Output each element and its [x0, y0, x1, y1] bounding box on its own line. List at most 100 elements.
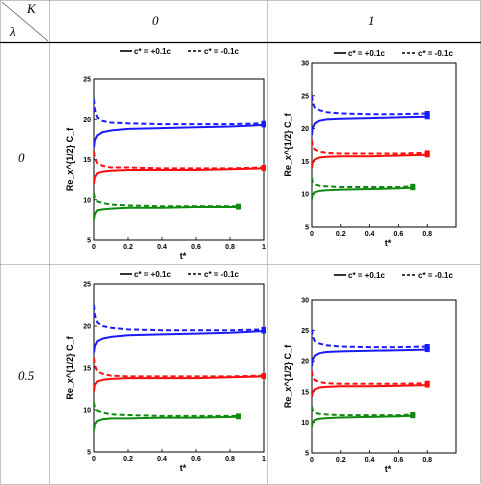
x-tick-label: 0.8: [225, 456, 235, 463]
x-tick-label: 0.6: [394, 457, 404, 464]
y-tick-label: 15: [83, 366, 91, 373]
series-end-marker-blue: [261, 120, 266, 126]
series-blue-solid: [312, 115, 428, 136]
y-tick-label: 10: [83, 408, 91, 415]
corner-label-k: K: [27, 1, 36, 16]
series-red-solid: [312, 384, 428, 397]
x-tick-label: 0.2: [123, 244, 133, 251]
x-tick-label: 0.2: [123, 456, 133, 463]
x-tick-label: 1: [262, 456, 266, 463]
y-tick-label: 15: [301, 389, 309, 396]
series-end-marker-blue: [424, 347, 430, 353]
y-axis-label: Re_x^{1/2} C_f: [65, 335, 75, 399]
y-tick-label: 5: [305, 225, 309, 232]
series-blue-dashed: [312, 329, 428, 349]
legend-dashed-label: c* = -0.1c: [418, 271, 453, 280]
series-green-dashed: [94, 193, 239, 208]
x-tick-label: 0.2: [336, 457, 346, 464]
x-axis-label: t*: [385, 238, 392, 248]
chart-k0-l0: 5 10 15 20 25 0 0.2 0.4 0.6 0.8 1 t* Re_x^{1/2} C_f c…: [65, 47, 266, 261]
series-red-solid: [94, 375, 264, 392]
axes-frame: [93, 78, 265, 241]
series-end-marker-green: [236, 413, 241, 419]
axes-frame: [311, 62, 457, 228]
x-tick-label: 0.6: [191, 456, 201, 463]
chart-k0-l05: 5 10 15 20 25 0 0.2 0.4 0.6 0.8 1 t* Re_x^{1/2} C_f c…: [65, 270, 266, 473]
col-header-k1: 1: [368, 13, 375, 28]
chart-k1-l0: 5 10 15 20 25 30 0 0.2 0.4 0.6 0.8 t* Re_x^{1/2} C_f…: [283, 49, 457, 248]
x-tick-label: 0.8: [225, 244, 235, 251]
y-tick-label: 15: [301, 159, 309, 166]
x-tick-label: 0.4: [365, 457, 375, 464]
x-tick-label: 0.6: [191, 244, 201, 251]
chart-k1-l05: 5 10 15 20 25 30 0 0.2 0.4 0.6 0.8 t* Re_x^{1/2} C_f…: [283, 271, 457, 474]
x-tick-label: 0.4: [157, 244, 167, 251]
chart-panel-k1-l0: 5 10 15 20 25 30 0 0.2 0.4 0.6 0.8 t* Re_x^{1/2} C_f…: [268, 43, 480, 263]
series-end-marker-blue: [424, 344, 430, 350]
y-tick-label: 15: [83, 157, 91, 164]
series-green-solid: [312, 186, 413, 200]
x-tick-label: 0: [310, 457, 314, 464]
series-end-marker-red: [261, 165, 266, 171]
series-end-marker-blue: [424, 111, 430, 117]
series-end-marker-blue: [424, 114, 430, 120]
chart-panel-k0-l0: 5 10 15 20 25 0 0.2 0.4 0.6 0.8 1 t* Re_x^{1/2} C_f c…: [50, 43, 266, 263]
x-tick-label: 0.2: [336, 231, 346, 238]
legend-solid-label: c* = +0.1c: [134, 270, 171, 279]
x-tick-label: 0: [310, 231, 314, 238]
y-tick-label: 20: [83, 117, 91, 124]
y-tick-label: 10: [83, 197, 91, 204]
x-axis-label: t*: [385, 464, 392, 474]
x-tick-label: 0.6: [394, 231, 404, 238]
series-green-solid: [94, 415, 239, 431]
series-end-marker-blue: [261, 326, 266, 332]
series-end-marker-green: [410, 183, 416, 189]
series-blue-dashed: [94, 304, 264, 332]
y-tick-label: 5: [87, 238, 91, 245]
series-end-marker-red: [424, 150, 430, 156]
y-tick-label: 10: [301, 192, 309, 199]
x-tick-label: 0.4: [365, 231, 375, 238]
series-end-marker-green: [410, 411, 416, 417]
row-header-lambda05: 0.5: [18, 368, 35, 383]
x-tick-label: 0.8: [422, 231, 432, 238]
y-axis-label: Re_x^{1/2} C_f: [283, 344, 293, 408]
axes-frame: [311, 299, 457, 454]
y-tick-label: 20: [301, 126, 309, 133]
y-tick-label: 20: [301, 359, 309, 366]
series-green-dashed: [312, 177, 413, 188]
y-tick-label: 25: [83, 77, 91, 84]
x-tick-label: 0.4: [157, 456, 167, 463]
legend-solid-label: c* = +0.1c: [348, 271, 385, 280]
series-red-dashed: [312, 140, 428, 155]
series-green-solid: [94, 206, 239, 221]
series-end-marker-red: [261, 373, 266, 379]
y-tick-label: 25: [301, 93, 309, 100]
y-tick-label: 30: [301, 298, 309, 305]
legend-solid-label: c* = +0.1c: [134, 47, 171, 56]
y-tick-label: 30: [301, 61, 309, 68]
legend-dashed-label: c* = -0.1c: [204, 47, 239, 56]
series-red-dashed: [94, 357, 264, 378]
series-green-dashed: [312, 406, 413, 417]
series-blue-solid: [94, 330, 264, 354]
axes-frame: [93, 283, 265, 453]
x-axis-label: t*: [180, 251, 187, 261]
y-tick-label: 5: [87, 450, 91, 457]
legend-dashed-label: c* = -0.1c: [204, 270, 239, 279]
series-green-solid: [312, 414, 413, 427]
row-header-lambda0: 0: [18, 150, 25, 165]
x-tick-label: 1: [262, 244, 266, 251]
y-axis-label: Re_x^{1/2} C_f: [65, 127, 75, 191]
x-tick-label: 0: [92, 456, 96, 463]
x-tick-label: 0.8: [422, 457, 432, 464]
series-end-marker-red: [424, 380, 430, 386]
legend-dashed-label: c* = -0.1c: [418, 49, 453, 58]
series-green-dashed: [94, 402, 239, 417]
series-red-dashed: [94, 151, 264, 170]
chart-panel-k1-l05: 5 10 15 20 25 30 0 0.2 0.4 0.6 0.8 t* Re_x^{1/2} C_f…: [268, 265, 480, 484]
y-tick-label: 5: [305, 451, 309, 458]
col-header-k0: 0: [152, 13, 159, 28]
series-end-marker-green: [236, 203, 241, 209]
series-red-solid: [312, 153, 428, 169]
